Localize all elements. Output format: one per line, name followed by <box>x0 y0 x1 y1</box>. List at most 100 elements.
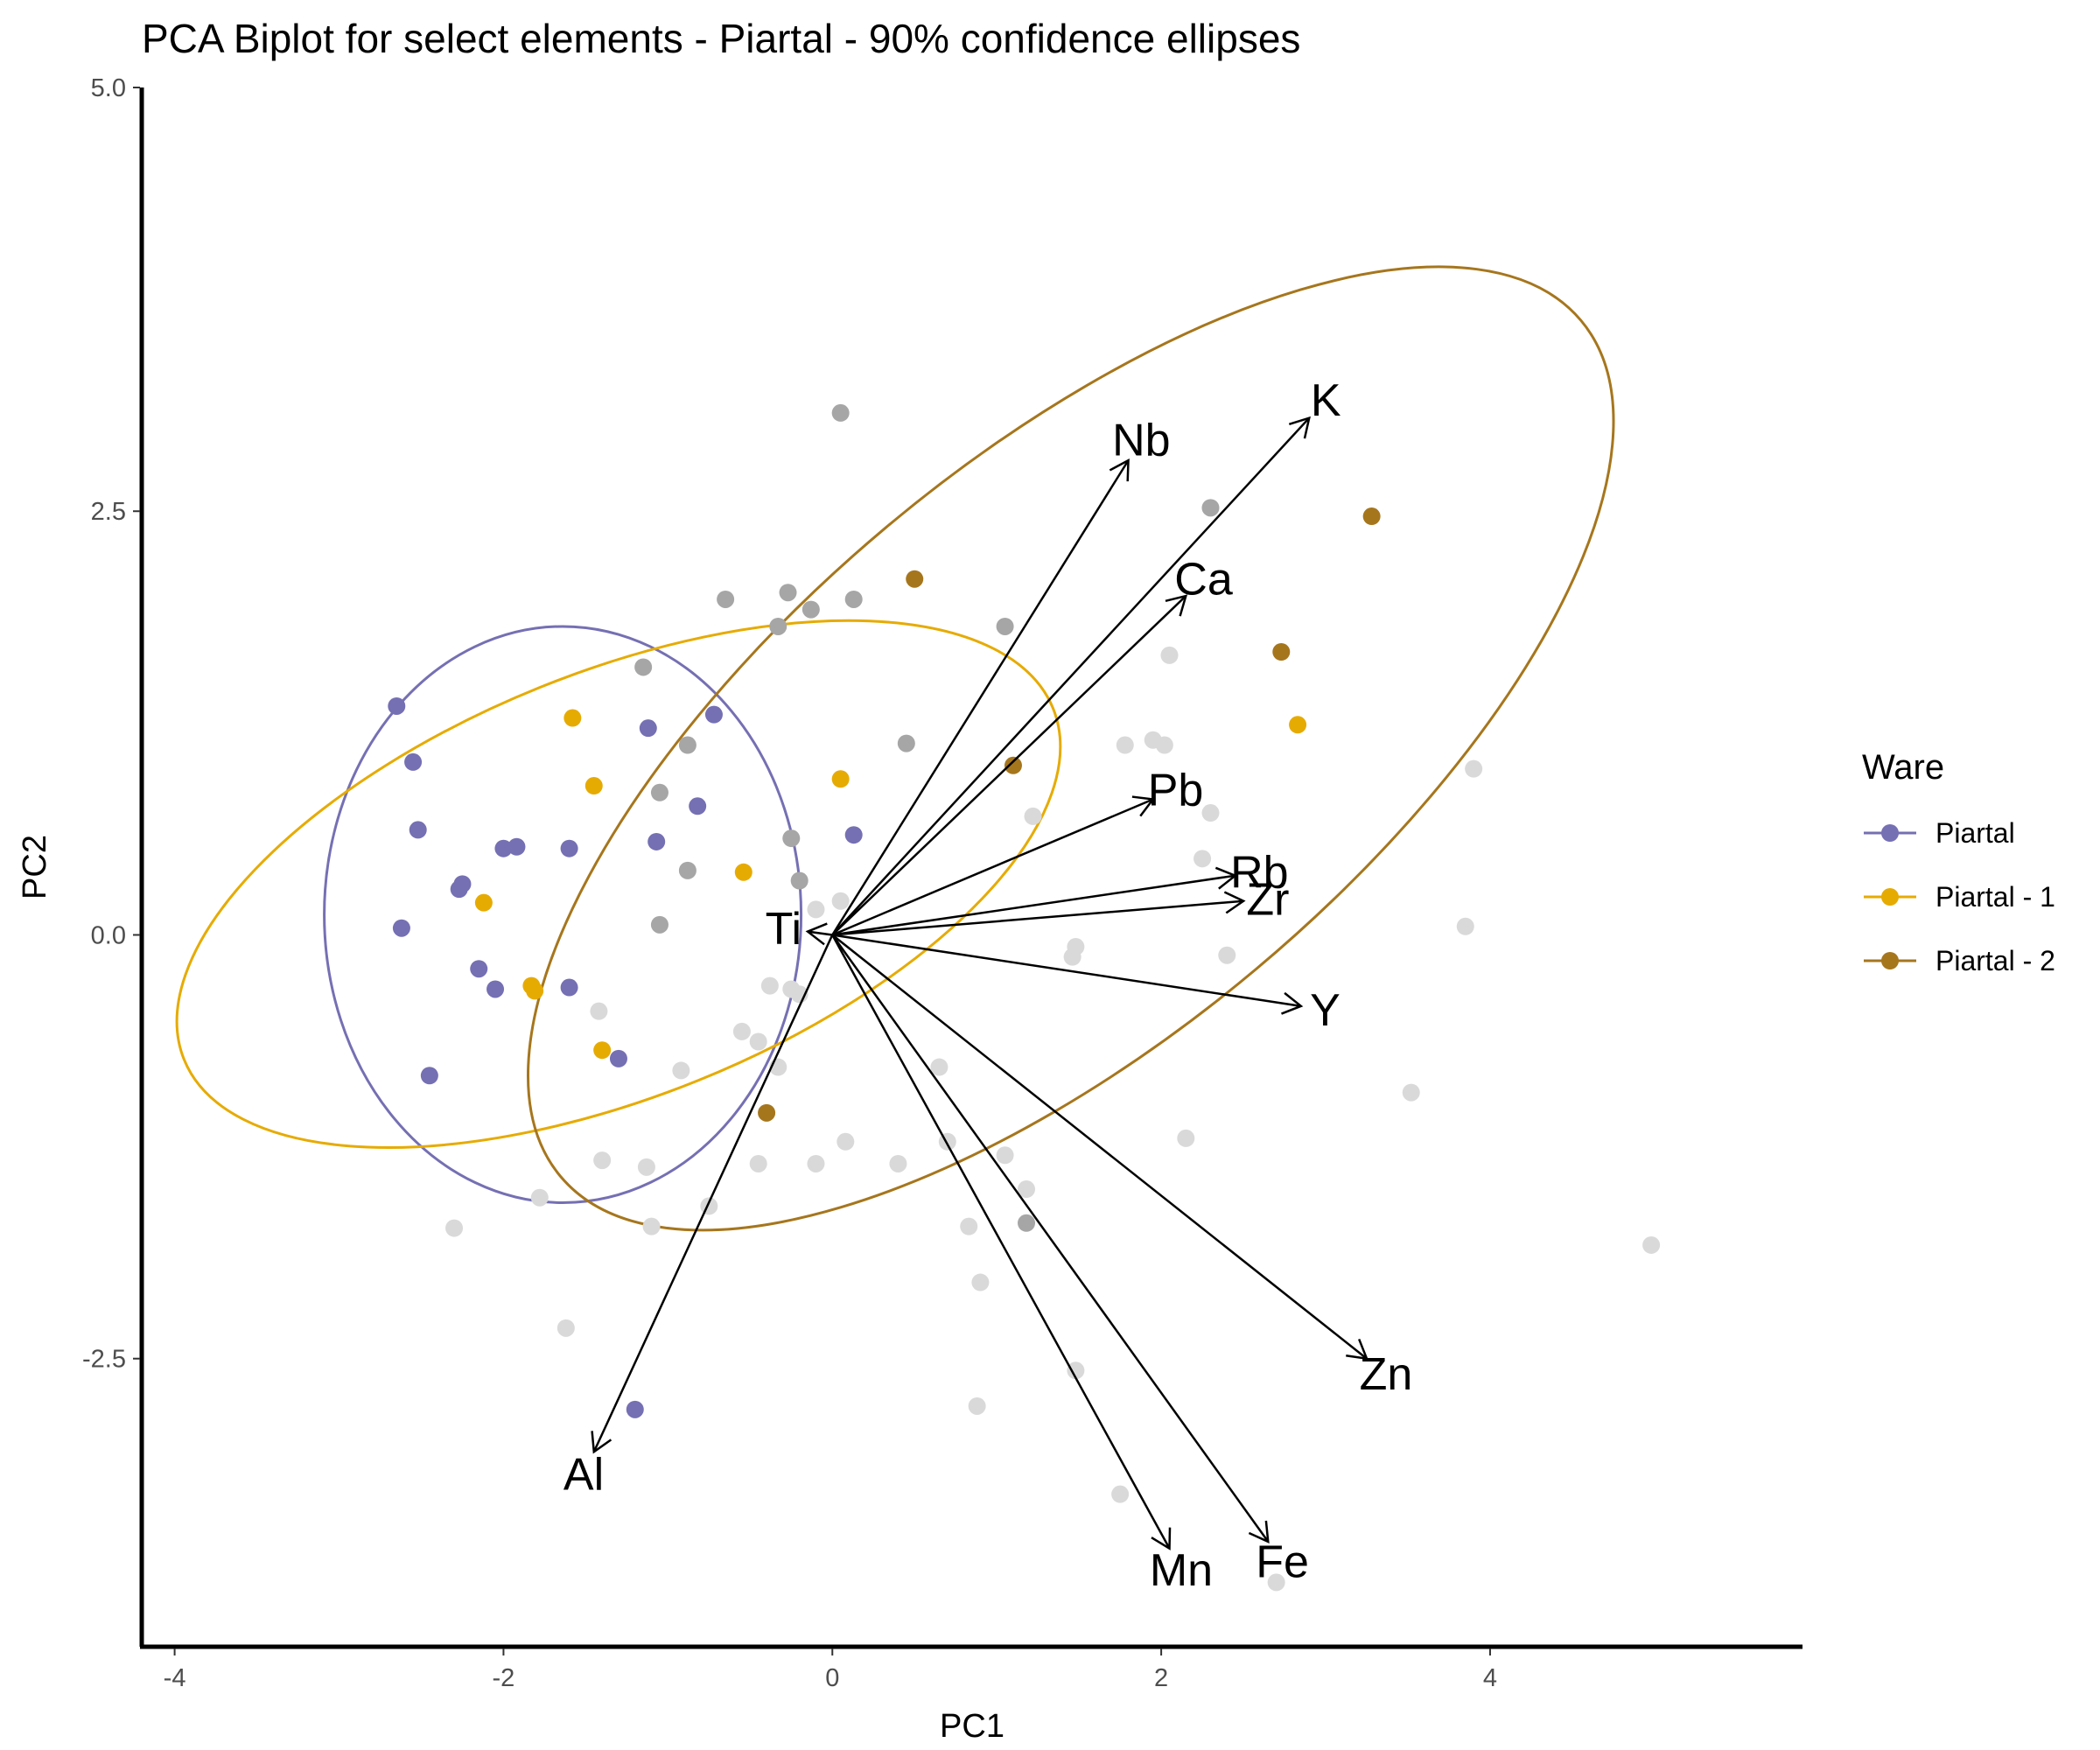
legend-title: Ware <box>1862 748 1944 787</box>
point-other-light <box>1155 736 1173 754</box>
point-piartal-1 <box>584 777 603 795</box>
y-axis-title: PC2 <box>17 835 53 900</box>
point-other-light <box>1177 1129 1195 1147</box>
point-other-light <box>637 1158 655 1176</box>
point-piartal <box>470 960 488 978</box>
point-other-light <box>732 1022 751 1040</box>
loading-label-ti: Ti <box>766 904 802 955</box>
point-other-light <box>1160 646 1179 664</box>
point-other-light <box>749 1032 767 1051</box>
arrow-ca <box>831 595 1187 936</box>
point-piartal-2 <box>906 570 924 588</box>
point-piartal <box>689 797 707 816</box>
point-other <box>1018 1214 1036 1232</box>
point-other <box>831 403 850 422</box>
chart-title: PCA Biplot for select elements - Piartal… <box>142 16 1300 61</box>
ellipse-piartal-1 <box>175 619 1062 1149</box>
point-other-light <box>807 900 825 919</box>
arrowhead-fe <box>1248 1520 1270 1544</box>
arrow-k <box>831 416 1311 936</box>
arrowhead-zr <box>1223 891 1246 914</box>
point-other-light <box>760 976 779 995</box>
legend-swatch-piartal-2 <box>1881 952 1899 970</box>
point-piartal <box>648 832 666 850</box>
point-piartal <box>508 837 526 856</box>
arrowhead-al <box>591 1431 612 1454</box>
point-other-light <box>831 892 850 910</box>
y-tick-label: 0.0 <box>91 921 126 949</box>
point-piartal-1 <box>1289 716 1307 734</box>
point-other-light <box>971 1273 990 1292</box>
point-piartal <box>388 696 406 715</box>
point-other-light <box>1456 917 1474 935</box>
point-piartal-1 <box>734 863 752 881</box>
point-other-light <box>1194 850 1212 868</box>
x-tick-label: -2 <box>493 1664 515 1692</box>
point-other-light <box>1465 760 1483 778</box>
point-other-light <box>1642 1236 1661 1254</box>
legend-swatch-piartal-1 <box>1881 888 1899 906</box>
arrowhead-zn <box>1346 1338 1368 1361</box>
point-other-light <box>593 1152 612 1170</box>
point-other <box>650 783 668 802</box>
point-piartal-1 <box>526 982 544 1000</box>
loading-label-al: Al <box>564 1450 604 1501</box>
point-other-light <box>530 1188 549 1207</box>
point-piartal-1 <box>831 770 850 788</box>
point-other-light <box>1116 736 1134 754</box>
point-other-light <box>1067 1362 1085 1380</box>
x-tick-label: 2 <box>1154 1664 1168 1692</box>
point-other-light <box>1018 1180 1036 1199</box>
point-other-light <box>642 1217 661 1236</box>
point-piartal <box>560 978 578 997</box>
loading-label-mn: Mn <box>1150 1545 1213 1596</box>
point-piartal <box>494 839 513 858</box>
arrow-y <box>832 934 1302 1008</box>
arrow-mn <box>831 934 1171 1550</box>
point-other <box>650 915 668 934</box>
point-piartal-2 <box>1004 756 1022 774</box>
point-other <box>678 861 696 879</box>
point-other-light <box>807 1154 825 1172</box>
confidence-ellipses <box>175 265 1615 1232</box>
point-other <box>769 617 788 635</box>
point-other <box>790 872 808 890</box>
loading-label-ca: Ca <box>1174 555 1233 606</box>
point-other-light <box>836 1132 855 1151</box>
arrow-fe <box>831 934 1270 1543</box>
point-piartal <box>639 719 657 738</box>
data-points <box>388 403 1661 1592</box>
point-piartal <box>609 1049 627 1068</box>
point-piartal-2 <box>1272 643 1291 662</box>
legend-items: Piartal Piartal - 1 Piartal - 2 <box>1864 817 2055 976</box>
point-other-light <box>445 1219 464 1237</box>
arrowhead-y <box>1281 991 1304 1015</box>
point-other-light <box>1218 946 1236 964</box>
loading-label-nb: Nb <box>1112 415 1170 466</box>
point-other <box>802 600 820 619</box>
point-piartal <box>409 821 427 839</box>
point-other-light <box>996 1146 1014 1165</box>
loading-label-fe: Fe <box>1256 1537 1309 1588</box>
point-other-light <box>1024 807 1042 825</box>
legend-label-piartal-1: Piartal - 1 <box>1936 881 2055 913</box>
point-other-light <box>672 1061 690 1080</box>
ellipse-piartal <box>323 625 803 1205</box>
y-tick-label: -2.5 <box>82 1346 126 1374</box>
arrowhead-pb <box>1131 795 1156 817</box>
point-other-light <box>1111 1485 1130 1503</box>
legend-label-piartal: Piartal <box>1936 817 2015 849</box>
point-piartal <box>450 880 468 899</box>
legend: Ware Piartal Piartal - 1 Piartal - 2 <box>1862 748 2055 976</box>
point-other <box>996 617 1014 635</box>
arrow-zn <box>831 934 1368 1360</box>
legend-label-piartal-2: Piartal - 2 <box>1936 945 2055 976</box>
x-tick-label: 0 <box>825 1664 839 1692</box>
point-other <box>634 658 653 676</box>
point-piartal <box>420 1067 438 1085</box>
arrowhead-mn <box>1151 1527 1172 1550</box>
arrowhead-ca <box>1165 594 1188 617</box>
point-piartal-1 <box>593 1041 612 1060</box>
